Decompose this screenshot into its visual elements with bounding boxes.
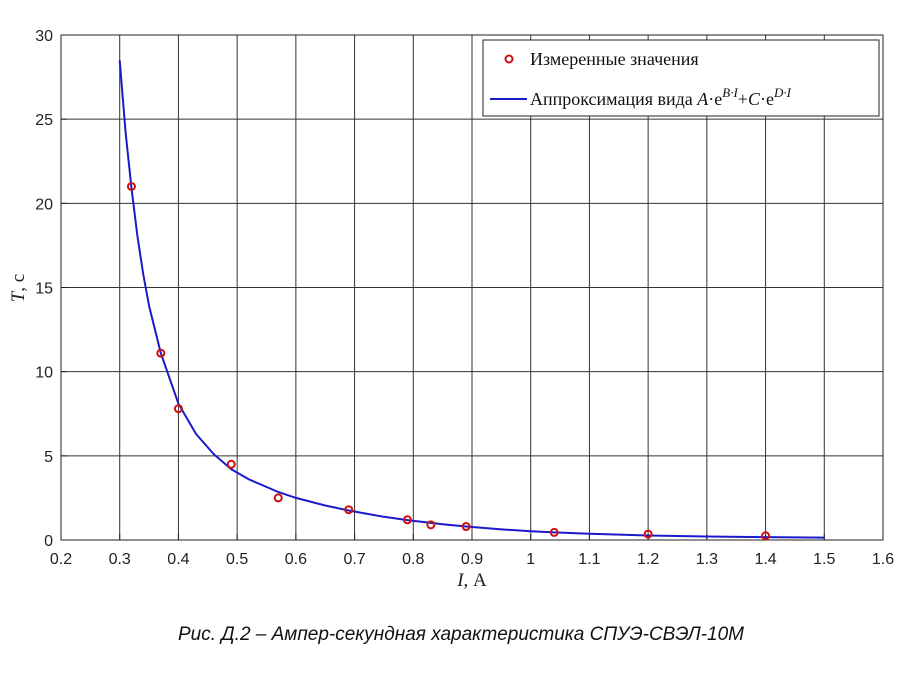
x-tick-label: 0.2: [50, 551, 72, 568]
measured-point: [156, 348, 166, 358]
approximation-curve: [118, 60, 825, 539]
x-tick-label: 0.7: [343, 551, 365, 568]
figure-caption: Рис. Д.2 – Ампер-секундная характеристик…: [177, 624, 744, 645]
x-tick-labels: 0.2 0.3 0.4 0.5 0.6 0.7 0.8 0.9 1 1.1 1.2 1.3 1.4 1.5…: [50, 551, 894, 568]
x-tick-label: 0.9: [461, 551, 483, 568]
x-tick-label: 1.1: [578, 551, 600, 568]
measured-points: [126, 182, 771, 541]
x-tick-label: 1.4: [754, 551, 776, 568]
x-tick-label: 0.3: [109, 551, 131, 568]
legend-label-measured: Измеренные значения: [530, 49, 699, 69]
chart: 0.2 0.3 0.4 0.5 0.6 0.7 0.8 0.9 1 1.1 1.2 1.3 1.4 1.5…: [8, 28, 894, 591]
y-axis-label: T, с: [8, 274, 29, 303]
y-tick-label: 20: [35, 196, 53, 213]
legend-label-approx: Аппроксимация вида A·eB·I+C·eD·I: [530, 85, 792, 109]
measured-point: [761, 531, 771, 541]
x-tick-label: 0.5: [226, 551, 248, 568]
measured-point: [173, 404, 183, 414]
x-tick-label: 1: [526, 551, 535, 568]
x-tick-label: 0.6: [285, 551, 307, 568]
x-tick-label: 1.6: [872, 551, 894, 568]
measured-point: [344, 505, 354, 515]
x-tick-label: 1.5: [813, 551, 835, 568]
x-tick-label: 0.4: [167, 551, 189, 568]
x-tick-label: 1.3: [696, 551, 718, 568]
measured-point: [126, 182, 136, 191]
x-tick-label: 0.8: [402, 551, 424, 568]
y-tick-label: 10: [35, 365, 53, 382]
x-tick-label: 1.2: [637, 551, 659, 568]
y-tick-label: 30: [35, 28, 53, 45]
legend: Измеренные значения Аппроксимация вида A…: [482, 39, 880, 117]
y-tick-label: 15: [35, 281, 53, 298]
measured-point: [549, 527, 559, 537]
measured-point: [461, 522, 471, 532]
measured-point: [273, 493, 283, 503]
x-axis-label: I, А: [456, 570, 487, 591]
y-tick-labels: 0 5 10 15 20 25 30: [35, 28, 53, 550]
measured-point: [643, 529, 653, 539]
measured-point: [226, 459, 236, 469]
measured-point: [402, 515, 412, 525]
y-tick-label: 25: [35, 112, 53, 129]
y-tick-label: 0: [44, 533, 53, 550]
legend-marker-measured: [504, 54, 514, 64]
legend-box: [482, 39, 880, 117]
measured-point: [426, 520, 436, 530]
y-tick-label: 5: [44, 449, 53, 466]
